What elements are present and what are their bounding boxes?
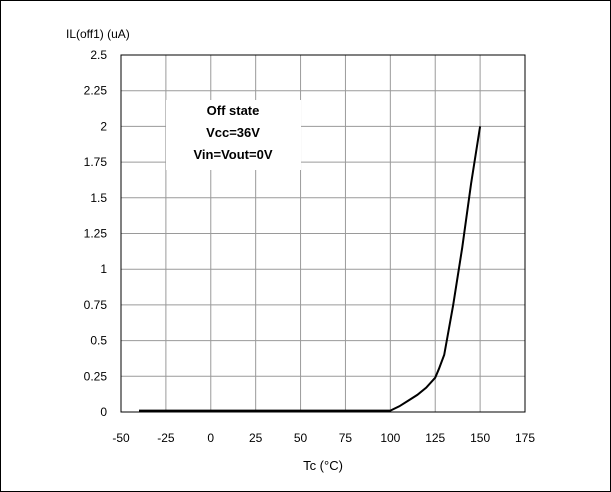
x-tick-label: -25 (157, 431, 175, 445)
y-tick-label: 1 (100, 262, 107, 276)
y-tick-label: 1.5 (90, 191, 107, 205)
x-tick-label: 50 (294, 431, 308, 445)
annotation-box (166, 100, 301, 170)
y-tick-label: 0.5 (90, 334, 107, 348)
x-tick-label: 75 (339, 431, 353, 445)
y-tick-label: 1.25 (84, 227, 108, 241)
y-tick-label: 2.25 (84, 84, 108, 98)
y-tick-label: 0.25 (84, 369, 108, 383)
y-axis-label: IL(off1) (uA) (66, 27, 130, 41)
annotation-line: Vcc=36V (206, 125, 260, 140)
x-tick-labels: -50 -25 0 25 50 75 100 125 150 175 (112, 431, 535, 445)
y-tick-label: 2 (100, 119, 107, 133)
plot-area (120, 54, 526, 413)
x-axis-label: Tc (°C) (303, 458, 343, 473)
x-tick-label: 175 (515, 431, 535, 445)
y-tick-label: 2.5 (90, 48, 107, 62)
x-tick-label: 25 (249, 431, 263, 445)
x-tick-label: 150 (470, 431, 490, 445)
y-tick-label: 0 (100, 405, 107, 419)
y-tick-label: 0.75 (84, 298, 108, 312)
y-tick-labels: 0 0.25 0.5 0.75 1 1.25 1.5 1.75 2 2.25 2.5 (84, 48, 108, 419)
annotation-line: Off state (207, 103, 260, 118)
series-line (139, 126, 482, 412)
x-tick-label: -50 (112, 431, 130, 445)
annotation: Off state Vcc=36V Vin=Vout=0V (194, 103, 273, 162)
annotation-line: Vin=Vout=0V (194, 147, 273, 162)
y-tick-label: 1.75 (84, 155, 108, 169)
x-tick-label: 0 (207, 431, 214, 445)
x-tick-label: 125 (425, 431, 445, 445)
x-tick-label: 100 (380, 431, 400, 445)
